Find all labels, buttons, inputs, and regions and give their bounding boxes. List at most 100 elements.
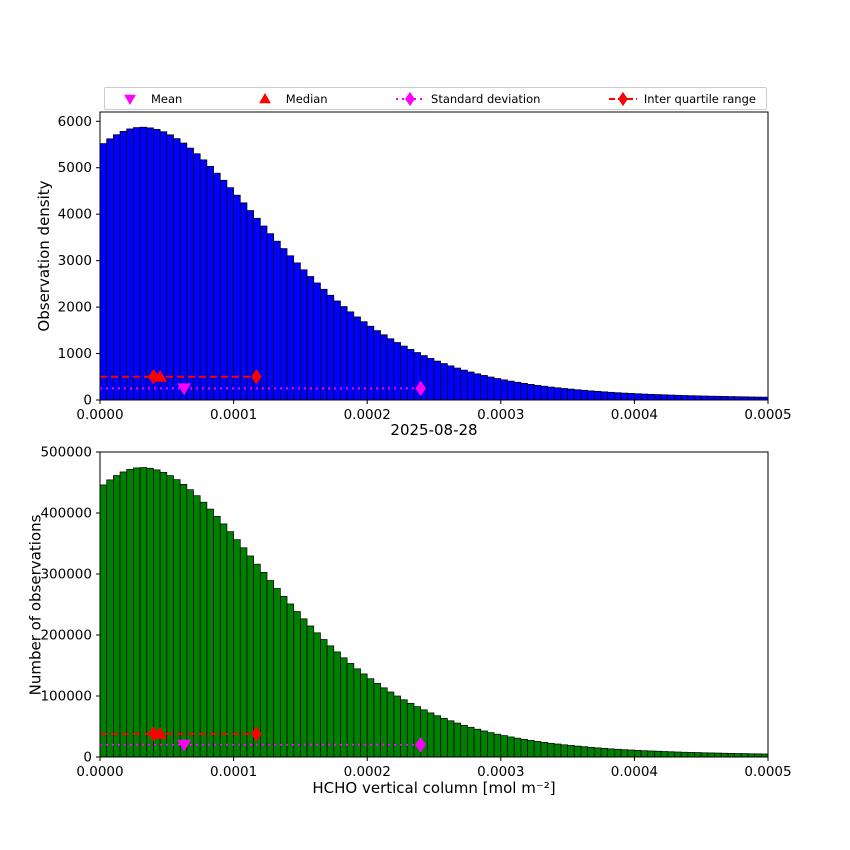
histogram-bar [386,338,395,401]
histogram-bar [153,469,161,758]
histogram-bar [373,330,381,401]
histogram-bar [487,376,495,401]
histogram-bar [680,395,689,401]
histogram-bar [293,611,301,758]
stat-markers [100,369,426,397]
histogram-bar [487,732,495,758]
stat-markers [100,726,426,753]
histogram-bar [707,395,715,401]
histogram-bar [219,179,228,401]
histogram-bar [460,369,468,401]
histogram-bar [580,389,588,401]
iqr-q3-marker [251,726,262,742]
histogram-bar [493,733,502,758]
median-marker [153,726,167,739]
histogram-bar [547,742,555,758]
x-tick-label: 0.0003 [477,764,524,780]
histogram-bar [199,501,208,758]
std-marker-icon [395,91,425,106]
histogram-bar [600,747,609,758]
histogram-bar [206,508,214,758]
histogram-bar [333,651,341,758]
histogram-bar [233,194,241,401]
histogram-bar [720,752,729,758]
histogram-bar [346,311,355,401]
triangle-up-glyph [258,92,271,103]
histogram-bar [293,262,301,401]
histogram-bar [119,471,128,758]
histogram-bar [567,388,575,401]
histogram-bar [233,539,241,758]
legend-item-std: Standard deviation [395,91,541,106]
histogram-bar [426,358,435,401]
histogram-bar [540,742,548,758]
histogram-bar [540,385,548,401]
histogram-bar [133,467,141,758]
ylabel-observation-density: Observation density [35,180,53,332]
histogram-bar [286,603,295,758]
histogram-bar [193,495,201,758]
triangle-up-legend-marker [258,92,271,103]
histogram-bar [614,748,622,758]
histogram-bar [266,580,275,758]
histogram-bar [186,489,194,758]
histogram-bar [259,225,268,401]
histogram-bar [674,751,682,758]
histogram-bar [146,127,154,401]
histogram-bar [433,715,442,758]
y-tick-label: 400000 [40,506,92,522]
histogram-bar [106,479,114,758]
histogram-bar [259,572,268,758]
axes-frame [99,451,769,758]
histogram-bar [560,744,568,758]
histogram-bar [273,240,281,401]
median-marker-icon [250,92,280,106]
histogram-bar [520,382,528,401]
legend-label-std: Standard deviation [431,91,541,106]
histogram-bar [480,375,488,401]
histogram-bar [179,142,188,401]
histogram-bar [159,471,168,758]
x-tick-label: 0.0004 [611,407,658,423]
histogram-bar [547,386,555,401]
histogram-bar [680,751,689,758]
histogram-bar [139,467,148,758]
histogram-bar [687,395,695,401]
histogram-bar [567,745,575,758]
histogram-bar [627,749,635,758]
histogram-bar [166,134,174,401]
histogram-bar [280,248,288,401]
histogram-bar [634,393,642,401]
histogram-bar [460,724,468,758]
legend-label-iqr: Inter quartile range [643,91,756,106]
histogram-bar [467,726,475,758]
histogram-bar [467,371,475,401]
histogram-bar [533,741,542,758]
bottom-histogram: 0.0000 0.0001 0.0002 0.0003 0.0004 0.0005 0 100… [40,445,791,781]
histogram-bar [380,687,388,758]
histogram-bar [447,720,455,758]
histogram-bar [640,393,649,401]
diamond-glyph [396,91,425,106]
histogram-bar [153,129,161,401]
mean-marker [177,383,192,396]
histogram-bar [493,378,502,401]
histogram-bar [620,749,629,758]
triangle-down-legend-marker [124,94,136,105]
histogram-bar [353,668,361,758]
median-marker [153,369,167,382]
histogram-bar [614,392,622,401]
histogram-bar [440,717,448,758]
histogram-bar [453,722,462,758]
histogram-bar [667,394,675,401]
histogram-bar [326,645,335,758]
histogram-bar [99,143,108,401]
y-tick-label: 1000 [58,346,92,362]
axes-frame [99,111,769,401]
y-tick-label: 0 [83,750,92,766]
histogram-bar [333,300,341,401]
histogram-bar [320,639,328,758]
histogram-bar [113,475,121,758]
histogram-bar [280,595,288,758]
